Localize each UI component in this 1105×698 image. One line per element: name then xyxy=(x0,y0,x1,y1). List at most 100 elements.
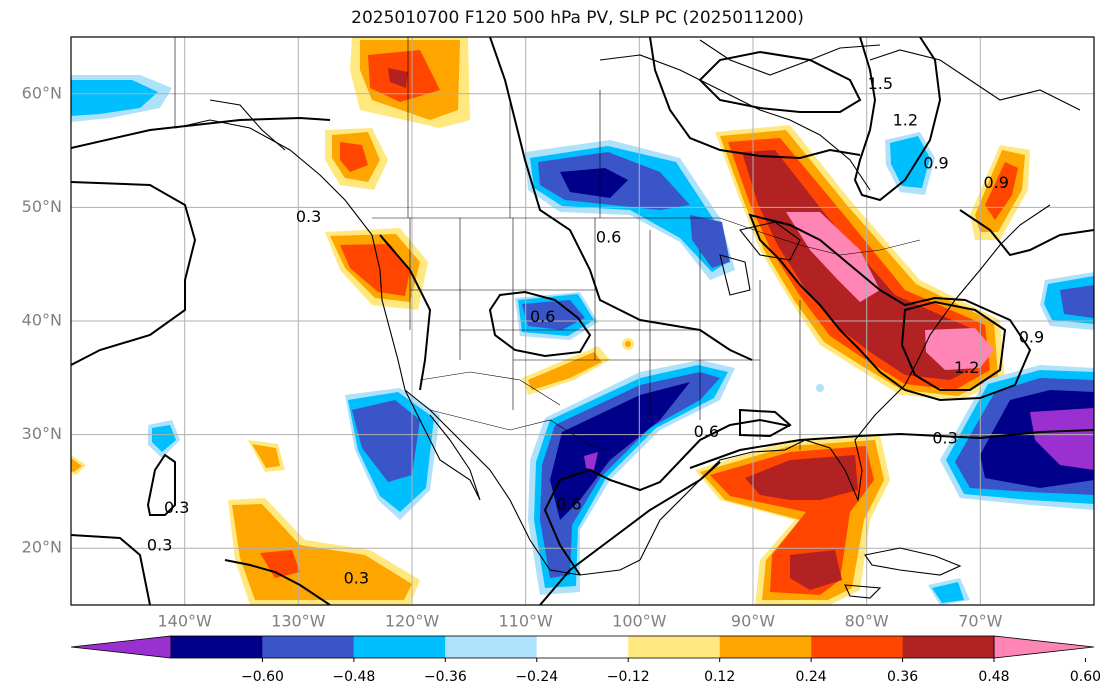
pv-negative-area xyxy=(890,136,930,188)
pv-positive-area xyxy=(745,455,858,500)
lon-tick-label: 110°W xyxy=(498,612,553,631)
pv-positive-area xyxy=(260,550,300,578)
slp-contour-line xyxy=(698,50,862,113)
pv-positive-area xyxy=(340,142,368,172)
pv-negative-area xyxy=(584,452,598,470)
pv-positive-area xyxy=(388,68,408,88)
pv-positive-area xyxy=(340,244,410,296)
slp-contour-line xyxy=(71,534,151,605)
slp-contour-line xyxy=(71,116,331,149)
colorbar-tick-label: 0.60 xyxy=(1070,669,1101,685)
pv-negative-area xyxy=(152,425,176,452)
pv-shading xyxy=(71,37,1094,605)
latitude-labels: 20°N 30°N 40°N 50°N 60°N xyxy=(22,83,62,556)
contour-label: 0.3 xyxy=(164,498,189,517)
pv-negative-area xyxy=(560,168,628,198)
graticule xyxy=(71,37,1094,605)
slp-contour-line xyxy=(739,408,792,438)
pv-positive-area xyxy=(985,162,1018,220)
contour-label: 0.6 xyxy=(556,495,581,514)
pv-negative-area xyxy=(1030,408,1094,470)
colorbar-extend-min xyxy=(70,635,172,659)
slp-contour-line xyxy=(224,559,331,605)
slp-contour-line xyxy=(748,213,1032,402)
pv-negative-area xyxy=(550,382,690,520)
contour-label: 0.6 xyxy=(694,422,719,441)
colorbar-segment xyxy=(719,636,812,658)
political-borders xyxy=(174,37,921,451)
colorbar-segment xyxy=(353,636,446,658)
slp-contours xyxy=(71,37,1094,605)
lat-tick-label: 30°N xyxy=(22,424,62,443)
colorbar-segment xyxy=(445,636,537,658)
contour-label: 0.3 xyxy=(296,207,321,226)
pv-negative-area xyxy=(522,300,585,330)
colorbar-tick-label: −0.48 xyxy=(332,669,375,685)
colorbar-segment xyxy=(628,636,720,658)
contour-label: 0.3 xyxy=(147,535,172,554)
colorbar-tick-label: −0.36 xyxy=(424,669,467,685)
slp-contour-line xyxy=(959,209,1094,257)
slp-contour-line xyxy=(689,429,1094,469)
slp-contour-line xyxy=(488,290,592,358)
colorbar-frame xyxy=(170,635,995,659)
lon-tick-label: 90°W xyxy=(731,612,775,631)
lat-tick-label: 20°N xyxy=(22,538,62,557)
pv-negative-area xyxy=(816,384,824,392)
lon-tick-label: 140°W xyxy=(157,612,212,631)
contour-label: 0.9 xyxy=(984,173,1009,192)
colorbar-tick-label: 0.48 xyxy=(978,669,1009,685)
contour-label: 0.6 xyxy=(530,307,555,326)
slp-contour-line xyxy=(543,418,791,576)
pv-negative-area xyxy=(932,582,964,603)
slp-contour-line xyxy=(539,461,721,605)
pv-negative-area xyxy=(1060,285,1094,318)
slp-contour-line xyxy=(379,234,432,391)
slp-contour-labels: 1.51.20.90.90.91.20.30.60.60.60.60.30.30… xyxy=(147,74,1044,587)
lon-tick-label: 70°W xyxy=(958,612,1002,631)
lon-tick-label: 80°W xyxy=(845,612,889,631)
plot-area: 1.51.20.90.90.91.20.30.60.60.60.60.30.30… xyxy=(71,37,1094,605)
pv-negative-area xyxy=(352,400,420,482)
contour-label: 0.9 xyxy=(923,154,948,173)
slp-contour-line xyxy=(489,37,753,361)
contour-label: 1.5 xyxy=(868,74,893,93)
contour-label: 1.2 xyxy=(954,358,979,377)
pv-positive-area xyxy=(71,458,82,472)
colorbar-segment xyxy=(262,636,354,658)
lat-tick-label: 60°N xyxy=(22,83,62,102)
slp-contour-line xyxy=(649,37,861,160)
pv-positive-area xyxy=(790,550,842,590)
longitude-labels: 140°W 130°W 120°W 110°W 100°W 90°W 80°W 70°W xyxy=(157,612,1002,631)
lat-tick-label: 40°N xyxy=(22,311,62,330)
colorbar-segment xyxy=(536,636,629,658)
pv-positive-area xyxy=(252,444,280,468)
contour-label: 0.3 xyxy=(932,429,957,448)
pv-positive-area xyxy=(925,328,994,370)
lat-tick-label: 50°N xyxy=(22,197,62,216)
colorbar-tick-label: 0.12 xyxy=(704,669,735,685)
pv-negative-area xyxy=(71,80,158,116)
lon-tick-label: 130°W xyxy=(271,612,326,631)
slp-contour-line xyxy=(146,453,176,516)
contour-label: 0.3 xyxy=(344,568,369,587)
contour-label: 0.9 xyxy=(1019,328,1044,347)
slp-contour-line xyxy=(900,300,1007,391)
colorbar-segment xyxy=(171,636,263,658)
colorbar-tick-label: 0.36 xyxy=(887,669,918,685)
contour-label: 1.2 xyxy=(893,111,918,130)
colorbar-extend-max xyxy=(993,635,1095,659)
colorbar-segment xyxy=(811,636,903,658)
colorbar-tick-label: 0.24 xyxy=(796,669,827,685)
plot-frame xyxy=(70,36,1095,606)
colorbar-tick-label: −0.24 xyxy=(515,669,558,685)
pv-positive-area xyxy=(528,352,602,390)
colorbar-segment xyxy=(902,636,994,658)
slp-contour-line xyxy=(853,37,942,202)
lon-tick-label: 120°W xyxy=(385,612,440,631)
slp-contour-line xyxy=(71,181,197,366)
contour-label: 0.6 xyxy=(596,228,621,247)
map-title: 2025010700 F120 500 hPa PV, SLP PC (2025… xyxy=(351,8,804,28)
colorbar-tick-label: −0.12 xyxy=(607,669,650,685)
